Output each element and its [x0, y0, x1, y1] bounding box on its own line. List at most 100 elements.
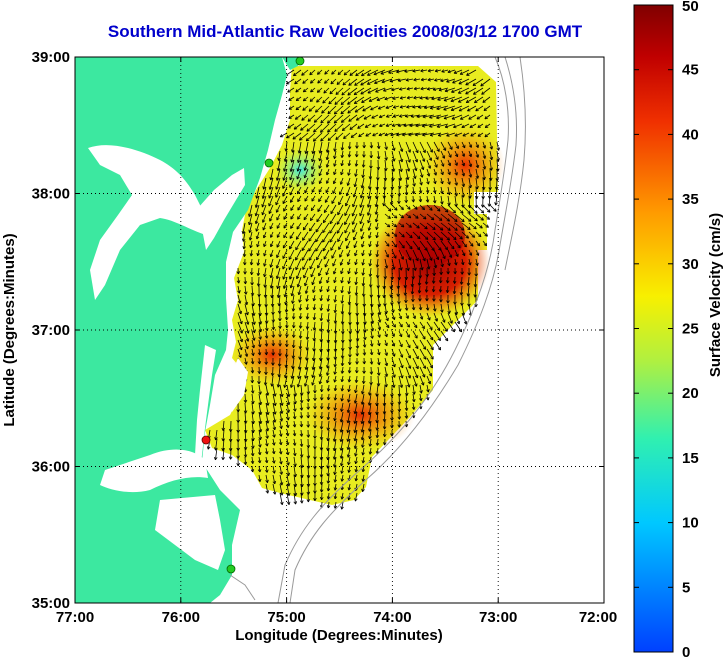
velocity-arrowhead [340, 398, 343, 402]
velocity-arrowhead [250, 361, 254, 365]
velocity-arrowhead [395, 233, 398, 237]
velocity-arrowhead [410, 114, 414, 117]
velocity-arrowhead [334, 130, 338, 132]
velocity-arrowhead [405, 184, 408, 188]
velocity-arrowhead [318, 280, 321, 284]
velocity-arrowhead [432, 308, 436, 312]
velocity-arrowhead [292, 136, 295, 140]
velocity-arrow [360, 222, 365, 232]
velocity-arrowhead [378, 294, 381, 299]
velocity-arrowhead [466, 293, 469, 297]
velocity-arrow [354, 420, 358, 433]
velocity-arrowhead [288, 483, 291, 487]
velocity-arrowhead [453, 238, 457, 241]
velocity-arrow [352, 213, 358, 225]
velocity-arrowhead [320, 139, 324, 142]
velocity-arrowhead [355, 262, 358, 266]
velocity-arrowhead [354, 109, 357, 113]
velocity-arrowhead [276, 210, 280, 213]
velocity-arrow [251, 366, 254, 374]
velocity-arrow [361, 96, 372, 103]
velocity-arrowhead [265, 443, 268, 447]
velocity-arrowhead [438, 289, 441, 293]
velocity-arrow [334, 357, 337, 368]
velocity-arrow [324, 78, 330, 84]
velocity-arrowhead [408, 267, 410, 271]
velocity-arrowhead [320, 119, 322, 124]
velocity-arrowhead [347, 183, 350, 186]
velocity-arrowhead [375, 226, 377, 230]
velocity-arrowhead [370, 155, 373, 159]
velocity-arrowhead [251, 345, 255, 349]
velocity-arrow [477, 132, 484, 137]
colorbar-tick-label: 5 [682, 579, 690, 596]
velocity-arrowhead [281, 402, 284, 406]
velocity-arrow [270, 276, 274, 289]
velocity-arrowhead [312, 348, 315, 352]
velocity-arrowhead [284, 364, 287, 368]
velocity-arrow [300, 429, 303, 437]
velocity-arrow [426, 321, 433, 330]
velocity-arrow [264, 267, 267, 277]
velocity-arrowhead [404, 300, 407, 303]
velocity-arrowhead [368, 176, 371, 180]
velocity-arrow [370, 141, 372, 149]
velocity-arrowhead [347, 439, 350, 442]
velocity-arrow [375, 195, 379, 207]
velocity-arrowhead [444, 248, 448, 251]
velocity-arrow [297, 195, 302, 202]
velocity-arrow [433, 330, 441, 341]
velocity-arrow [368, 402, 372, 415]
velocity-arrowhead [283, 374, 286, 379]
velocity-arrowhead [426, 389, 429, 393]
velocity-arrowhead [447, 182, 450, 185]
velocity-arrowhead [333, 111, 336, 115]
velocity-arrow [433, 159, 438, 168]
velocity-arrowhead [249, 253, 252, 257]
velocity-arrowhead [285, 442, 289, 446]
velocity-arrow [489, 150, 493, 160]
velocity-arrow [433, 204, 441, 212]
velocity-arrowhead [368, 428, 370, 432]
velocity-arrowhead [441, 69, 445, 72]
velocity-arrow [408, 132, 421, 136]
velocity-arrow [347, 429, 351, 442]
velocity-arrow [279, 483, 283, 496]
velocity-arrowhead [266, 459, 269, 464]
velocity-arrow [447, 321, 455, 333]
velocity-arrowhead [483, 107, 486, 111]
velocity-arrowhead [367, 220, 371, 224]
velocity-arrowhead [362, 352, 365, 356]
velocity-arrow [447, 186, 450, 195]
velocity-arrowhead [308, 491, 311, 495]
velocity-arrow [336, 78, 344, 85]
velocity-arrowhead [481, 93, 485, 95]
velocity-arrowhead [385, 123, 389, 127]
velocity-arrowhead [326, 488, 329, 492]
velocity-arrowhead [369, 451, 373, 455]
velocity-arrowhead [416, 383, 418, 387]
velocity-arrowhead [278, 157, 281, 161]
velocity-arrowhead [299, 139, 303, 141]
velocity-arrow [384, 303, 387, 314]
velocity-arrowhead [386, 244, 390, 247]
velocity-arrowhead [354, 498, 356, 502]
velocity-arrowhead [408, 226, 412, 228]
velocity-arrowhead [319, 173, 322, 177]
velocity-arrowhead [415, 175, 417, 179]
velocity-arrow [355, 168, 358, 177]
velocity-arrowhead [295, 401, 297, 405]
velocity-arrowhead [454, 280, 457, 284]
velocity-arrowhead [458, 81, 462, 85]
velocity-arrowhead [405, 80, 409, 82]
velocity-arrow [289, 177, 295, 188]
velocity-arrow [447, 195, 450, 206]
velocity-arrow [342, 78, 351, 86]
velocity-arrowhead [266, 312, 269, 316]
velocity-arrow [398, 366, 403, 379]
velocity-arrowhead [331, 201, 335, 204]
velocity-arrowhead [368, 284, 371, 288]
velocity-arrowhead [467, 228, 471, 230]
velocity-arrowhead [300, 127, 302, 131]
velocity-arrow [426, 150, 432, 161]
